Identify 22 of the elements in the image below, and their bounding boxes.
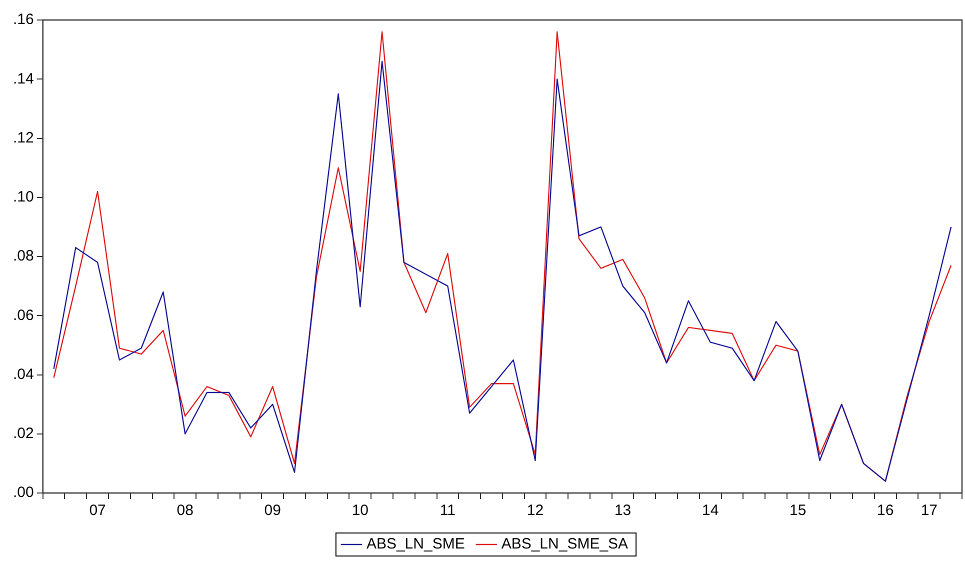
legend-label: ABS_LN_SME_SA bbox=[501, 536, 628, 553]
x-tick-label: 07 bbox=[89, 502, 106, 520]
x-tick-label: 14 bbox=[702, 502, 719, 520]
x-tick-label: 17 bbox=[920, 502, 938, 520]
y-tick-label: .04 bbox=[12, 366, 34, 383]
y-tick-label: .12 bbox=[12, 129, 34, 146]
x-tick-label: 13 bbox=[614, 502, 632, 520]
y-tick-label: .02 bbox=[12, 425, 34, 442]
x-tick-label: 16 bbox=[877, 502, 894, 520]
x-tick-label: 12 bbox=[526, 502, 544, 520]
y-tick-label: .06 bbox=[12, 306, 34, 324]
x-tick-label: 09 bbox=[264, 502, 281, 520]
x-tick-label: 08 bbox=[176, 502, 194, 520]
legend-label: ABS_LN_SME bbox=[366, 536, 465, 553]
y-tick-label: .16 bbox=[12, 11, 34, 28]
y-tick-label: .14 bbox=[12, 70, 34, 88]
x-tick-label: 15 bbox=[790, 502, 806, 520]
y-tick-label: .00 bbox=[12, 484, 34, 502]
x-tick-label: 10 bbox=[352, 502, 369, 520]
y-tick-label: .08 bbox=[12, 248, 34, 265]
y-tick-label: .10 bbox=[12, 188, 34, 206]
x-tick-label: 11 bbox=[440, 502, 456, 520]
